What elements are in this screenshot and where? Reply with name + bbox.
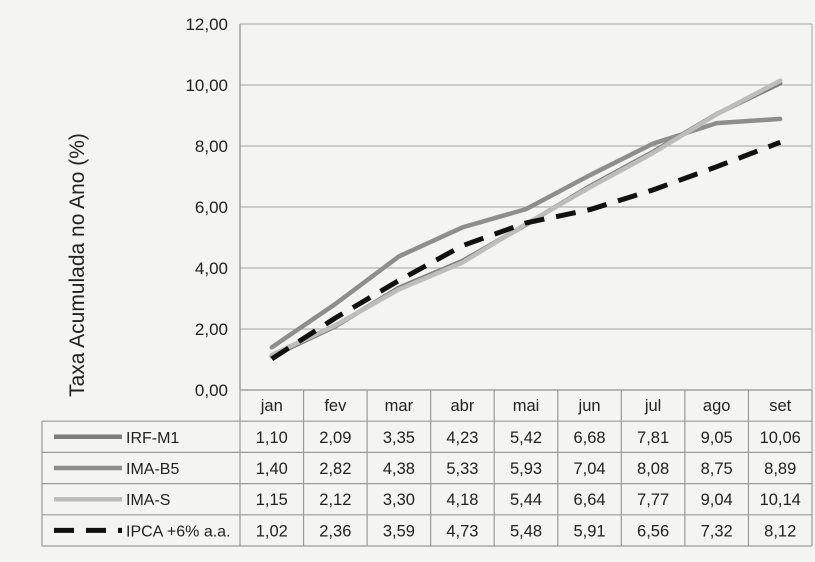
data-label: 6,68 — [573, 429, 605, 447]
category-label: jan — [260, 397, 283, 415]
data-label: 7,04 — [573, 460, 605, 478]
data-label: 4,38 — [383, 460, 415, 478]
category-label: jul — [644, 397, 662, 415]
y-tick-label: 4,00 — [195, 259, 228, 278]
y-tick-label: 8,00 — [195, 137, 228, 156]
y-tick-label: 2,00 — [195, 320, 228, 339]
data-label: 1,10 — [256, 429, 288, 447]
data-label: 5,91 — [573, 522, 605, 540]
data-label: 8,12 — [764, 522, 796, 540]
data-label: 8,08 — [637, 460, 669, 478]
data-table: jan fev mar abr mai jun jul ago set IRF-M1 1,10 2,0… — [41, 389, 813, 547]
data-label: 1,40 — [256, 460, 288, 478]
y-tick-label: 0,00 — [195, 381, 228, 400]
data-label: 2,12 — [319, 491, 351, 509]
data-label: 5,93 — [510, 460, 542, 478]
y-tick-label: 6,00 — [195, 198, 228, 217]
data-label: 7,81 — [637, 429, 669, 447]
y-tick-label: 10,00 — [185, 76, 228, 95]
data-label: 7,32 — [701, 522, 733, 540]
category-label: fev — [324, 397, 347, 415]
data-label: 8,89 — [764, 460, 796, 478]
data-label: 5,42 — [510, 429, 542, 447]
data-label: 7,77 — [637, 491, 669, 509]
y-axis-ticks: 0,00 2,00 4,00 6,00 8,00 10,00 12,00 — [185, 15, 228, 400]
series-name: IRF-M1 — [126, 430, 179, 447]
series-name: IPCA +6% a.a. — [126, 523, 231, 540]
data-label: 2,09 — [319, 429, 351, 447]
series-line — [269, 116, 783, 350]
data-label: 1,15 — [256, 491, 288, 509]
series-name: IMA-B5 — [126, 461, 179, 478]
data-label: 8,75 — [701, 460, 733, 478]
data-label: 2,82 — [319, 460, 351, 478]
data-label: 5,33 — [446, 460, 478, 478]
data-label: 5,48 — [510, 522, 542, 540]
category-label: abr — [451, 397, 475, 415]
category-label: ago — [703, 397, 731, 415]
data-label: 10,14 — [760, 491, 801, 509]
data-label: 5,44 — [510, 491, 542, 509]
series-line — [270, 139, 782, 362]
data-label: 4,73 — [446, 522, 478, 540]
category-label: mai — [513, 397, 540, 415]
data-label: 10,06 — [760, 429, 801, 447]
data-label: 1,02 — [256, 522, 288, 540]
data-label: 4,18 — [446, 491, 478, 509]
data-label: 9,05 — [701, 429, 733, 447]
data-label: 3,30 — [383, 491, 415, 509]
y-axis-label: Taxa Acumulada no Ano (%) — [66, 133, 89, 397]
data-label: 2,36 — [319, 522, 351, 540]
series-layer — [269, 78, 783, 362]
series-name: IMA-S — [126, 492, 170, 509]
category-label: jun — [578, 397, 601, 415]
data-label: 3,35 — [383, 429, 415, 447]
data-label: 4,23 — [446, 429, 478, 447]
y-tick-label: 12,00 — [185, 15, 228, 34]
data-label: 3,59 — [383, 522, 415, 540]
category-label: mar — [385, 397, 414, 415]
data-label: 6,64 — [573, 491, 605, 509]
data-label: 6,56 — [637, 522, 669, 540]
data-label: 9,04 — [701, 491, 733, 509]
category-label: set — [769, 397, 791, 415]
